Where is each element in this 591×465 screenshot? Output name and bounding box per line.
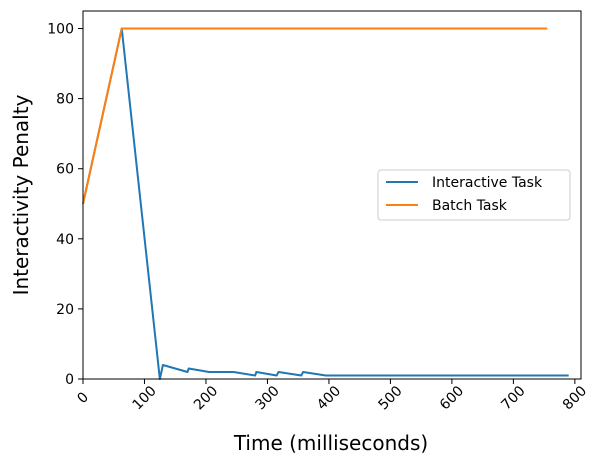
x-tick-label: 700 <box>498 383 528 413</box>
y-axis-ticks: 0 20 40 60 80 100 <box>47 22 83 388</box>
y-tick-label: 40 <box>56 232 74 248</box>
x-axis-label: Time (milliseconds) <box>233 431 428 455</box>
legend-box <box>377 169 571 221</box>
y-tick-label: 20 <box>56 302 74 318</box>
y-tick-label: 60 <box>56 162 74 178</box>
x-tick-label: 800 <box>560 383 590 413</box>
x-tick-label: 300 <box>253 383 283 413</box>
series-line-interactive-task <box>82 27 569 380</box>
x-axis-ticks: 0 100 200 300 400 500 600 700 800 <box>74 379 590 413</box>
legend-label-interactive: Interactive Task <box>432 175 543 191</box>
plot-lines <box>82 27 569 380</box>
x-tick-label: 400 <box>314 383 344 413</box>
x-tick-label: 500 <box>375 383 405 413</box>
y-tick-label: 80 <box>56 92 74 108</box>
plot-area-frame <box>82 10 582 380</box>
x-tick-label: 100 <box>130 383 160 413</box>
y-tick-label: 0 <box>65 372 74 388</box>
y-axis-label: Interactivity Penalty <box>9 94 33 295</box>
legend-label-batch: Batch Task <box>432 198 508 214</box>
x-tick-label: 0 <box>74 389 92 407</box>
legend: Interactive Task Batch Task <box>377 169 571 221</box>
series-line-batch-task <box>82 27 548 204</box>
x-tick-label: 600 <box>437 383 467 413</box>
y-tick-label: 100 <box>47 22 74 38</box>
x-tick-label: 200 <box>191 383 221 413</box>
